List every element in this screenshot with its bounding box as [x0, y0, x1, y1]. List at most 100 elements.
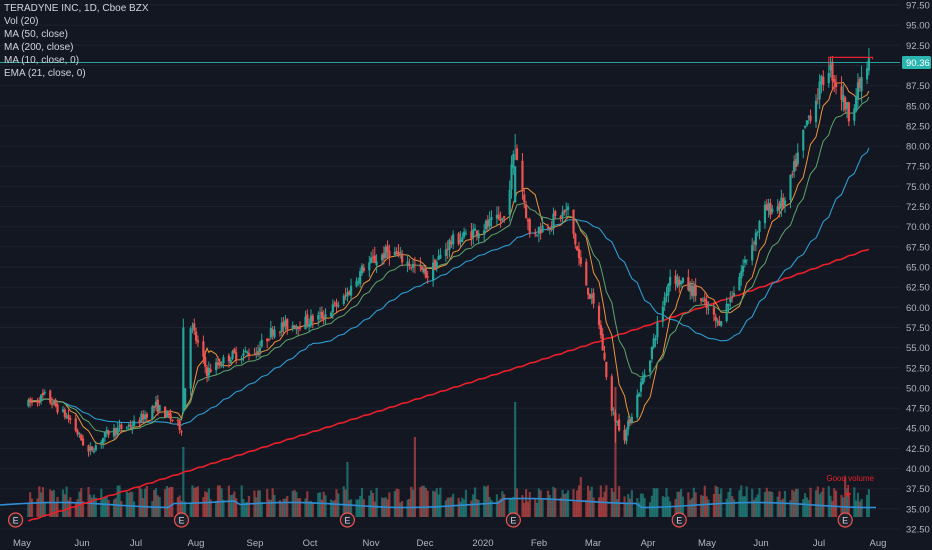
volume-bar: [701, 495, 705, 517]
candle-body: [246, 351, 249, 353]
candle-body: [574, 233, 577, 245]
candle-body: [105, 429, 108, 434]
candle-body: [36, 400, 39, 403]
earnings-marker-icon[interactable]: [671, 512, 687, 528]
volume-bar: [156, 495, 159, 517]
volume-bar: [612, 491, 615, 517]
volume-bar: [690, 498, 694, 517]
candle-body: [678, 279, 681, 285]
candle-body: [306, 314, 309, 325]
volume-bar: [856, 492, 860, 517]
candle-body: [754, 232, 757, 246]
candle-body: [585, 261, 588, 286]
legend-vol[interactable]: Vol (20): [4, 16, 39, 27]
candle-body: [816, 98, 819, 100]
legend-ema21[interactable]: EMA (21, close, 0): [4, 68, 86, 79]
volume-bar: [114, 498, 117, 517]
volume-bar: [215, 500, 218, 517]
volume-bar: [767, 491, 770, 517]
candle-body: [652, 338, 655, 348]
volume-bar: [605, 485, 608, 517]
volume-bar: [745, 486, 748, 517]
earnings-marker-icon[interactable]: [7, 512, 24, 528]
candle-body: [767, 203, 770, 211]
volume-bar: [676, 491, 679, 517]
candle-body: [333, 302, 336, 304]
volume-bar: [648, 502, 652, 517]
y-tick-label: 40.00: [906, 464, 930, 475]
candle-body: [720, 321, 723, 326]
volume-bar: [845, 488, 849, 517]
candle-body: [534, 232, 537, 235]
earnings-marker-label: E: [344, 516, 350, 526]
candle-body: [705, 300, 708, 309]
candle-body: [273, 329, 276, 338]
candle-body: [91, 446, 94, 451]
candle-body: [100, 441, 103, 444]
candle-body: [129, 424, 132, 427]
candle-body: [240, 358, 243, 360]
candle-body: [514, 166, 517, 203]
candle-body: [694, 285, 697, 296]
candle-body: [278, 331, 282, 333]
volume-bar: [705, 496, 708, 517]
y-tick-label: 42.50: [906, 444, 930, 455]
candle-body: [590, 295, 593, 298]
volume-bar: [386, 499, 389, 517]
candle-body: [193, 323, 196, 331]
candle-body: [41, 392, 45, 396]
volume-bar: [204, 491, 207, 517]
candle-body: [140, 413, 143, 422]
earnings-marker-icon[interactable]: [505, 512, 521, 528]
candle-body: [729, 298, 732, 303]
volume-bar: [537, 488, 540, 517]
volume-bar: [597, 497, 601, 517]
time-axis[interactable]: May Jun Jul Aug Sep Oct Nov Dec 2020 Feb Mar Apr May…: [13, 538, 886, 549]
resistance-line[interactable]: [828, 56, 874, 66]
volume-bar: [362, 499, 365, 517]
price-axis[interactable]: 97.5095.0092.5090.0087.5085.0082.5080.00…: [900, 0, 932, 550]
candle-body: [233, 348, 236, 353]
candle-body: [258, 347, 262, 353]
candle-body: [422, 268, 426, 273]
earnings-marker-label: E: [842, 516, 848, 526]
candle-body: [371, 256, 375, 259]
volume-bar: [370, 490, 373, 517]
volume-bar: [329, 499, 333, 517]
candle-body: [515, 148, 519, 161]
candle-body: [751, 244, 754, 261]
candle-body: [689, 284, 692, 292]
volume-bar: [337, 493, 340, 517]
earnings-marker-icon[interactable]: [837, 512, 853, 528]
legend-ma200[interactable]: MA (200, close): [4, 42, 74, 53]
candle-body: [499, 218, 502, 221]
earnings-marker-icon[interactable]: [339, 512, 356, 528]
volume-bar: [789, 500, 792, 517]
candle-body: [112, 428, 116, 437]
candle-body: [138, 420, 141, 423]
volume-bar: [191, 485, 194, 517]
volume-bar: [426, 490, 429, 517]
volume-bar: [246, 501, 249, 517]
volume-bar: [727, 491, 730, 517]
candle-body: [191, 325, 194, 327]
candle-body: [844, 97, 847, 110]
earnings-marker-icon[interactable]: [173, 512, 190, 528]
candle-body: [845, 102, 849, 109]
candle-body: [563, 209, 566, 213]
candle-body: [355, 280, 358, 287]
legend-ma50[interactable]: MA (50, close): [4, 29, 68, 40]
x-tick-label: May: [13, 538, 31, 549]
candle-body: [406, 261, 409, 265]
volume-bar: [92, 494, 96, 517]
candle-body: [495, 214, 499, 219]
volume-bar: [399, 502, 402, 517]
candle-body: [231, 351, 234, 359]
candle-body: [537, 226, 540, 234]
x-tick-label: Oct: [303, 538, 318, 549]
candle-body: [601, 333, 604, 351]
legend-ma10[interactable]: MA (10, close, 0): [4, 55, 80, 66]
candle-body: [335, 302, 338, 307]
